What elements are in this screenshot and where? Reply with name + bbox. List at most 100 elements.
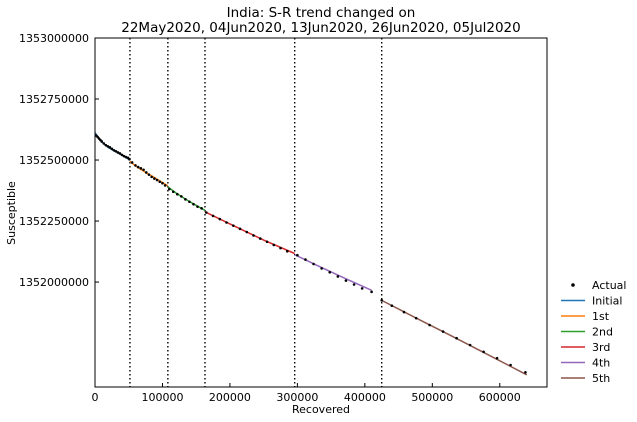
y-tick-label: 1352750000 [19,93,89,106]
actual-point [232,224,235,227]
actual-point [114,149,118,153]
actual-point [158,180,162,184]
x-tick-label: 400000 [344,391,386,404]
chart-title-line-2: 22May2020, 04Jun2020, 13Jun2020, 26Jun20… [121,20,520,36]
actual-point [196,205,199,208]
chart-title-line-1: India: S-R trend changed on [227,5,416,21]
actual-point [380,299,384,302]
legend-label: 4th [592,357,610,370]
actual-point [482,350,485,354]
actual-point [171,190,175,194]
x-tick-label: 0 [92,391,99,404]
legend-label: 3rd [592,341,610,354]
actual-point [402,310,406,314]
legend-label: 1st [592,310,610,323]
actual-point [245,230,249,234]
actual-point [184,198,187,201]
actual-point [468,343,472,347]
actual-point [211,214,215,218]
actual-point [163,184,167,187]
actual-point [272,243,276,247]
actual-point [136,165,140,169]
actual-point [252,234,255,237]
actual-point [238,227,242,231]
actual-point [144,171,148,174]
actual-point [344,279,348,282]
actual-point [205,211,208,214]
actual-point [312,262,315,266]
actual-point [100,140,104,143]
actual-point [102,142,106,145]
actual-point [218,217,222,221]
actual-point [112,148,116,152]
actual-point [320,267,323,270]
plot-frame [94,37,548,388]
legend-label: Initial [592,295,622,308]
y-tick-label: 1352000000 [19,276,89,289]
actual-point [106,145,110,148]
x-tick-label: 600000 [479,391,521,404]
x-tick-label: 200000 [209,391,251,404]
actual-point [128,158,131,161]
x-axis-label: Recovered [292,403,350,416]
actual-point [155,178,159,182]
actual-point [120,153,124,157]
actual-point [116,151,120,154]
actual-point [180,195,183,198]
actual-point [110,147,114,151]
actual-point [279,246,282,250]
actual-point [428,323,431,327]
actual-point [122,154,126,158]
y-tick-label: 1352250000 [19,215,89,228]
actual-point [200,207,203,210]
actual-point [390,304,394,308]
actual-point [147,173,151,176]
actual-point [265,240,269,244]
y-axis-ticks: 1352000000 1352250000 1352500000 1352750000… [19,32,99,289]
actual-point [285,250,289,253]
actual-point [304,258,307,261]
y-tick-label: 1353000000 [19,32,89,45]
actual-point [328,270,332,274]
y-tick-label: 1352500000 [19,154,89,167]
actual-point [188,200,191,204]
legend-label: Actual [592,279,626,292]
actual-point [352,283,356,286]
actual-point [167,187,171,191]
actual-point [509,363,512,367]
actual-point [495,356,499,360]
actual-point [176,192,179,196]
actual-point [225,221,228,224]
actual-point [124,155,128,159]
actual-point [524,371,527,374]
legend-marker [571,283,575,287]
actual-point [360,287,364,290]
actual-point [130,161,134,164]
legend-label: 2nd [592,326,613,339]
actual-point [455,336,458,340]
y-axis-label: Susceptible [5,181,18,245]
series-line [381,299,528,376]
actual-point [296,253,299,257]
actual-point [118,152,122,155]
actual-point [441,330,445,333]
legend-label: 5th [592,372,610,385]
actual-point [139,167,143,170]
actual-point [104,143,108,147]
x-axis-ticks: 0 100000 200000 300000 400000 500000 600000 [92,383,521,404]
legend: Actual Initial 1st 2nd 3rd 4th 5th [561,279,626,385]
actual-point [150,175,153,179]
actual-point [108,146,112,149]
actual-point [192,202,195,206]
actual-point [336,275,340,278]
x-tick-label: 500000 [411,391,453,404]
plot-area [95,38,547,387]
x-tick-label: 300000 [276,391,318,404]
actual-point [258,237,262,240]
actual-points [95,134,527,374]
x-tick-label: 100000 [141,391,183,404]
actual-point [142,168,145,172]
actual-point [161,181,164,185]
actual-point [153,177,156,180]
